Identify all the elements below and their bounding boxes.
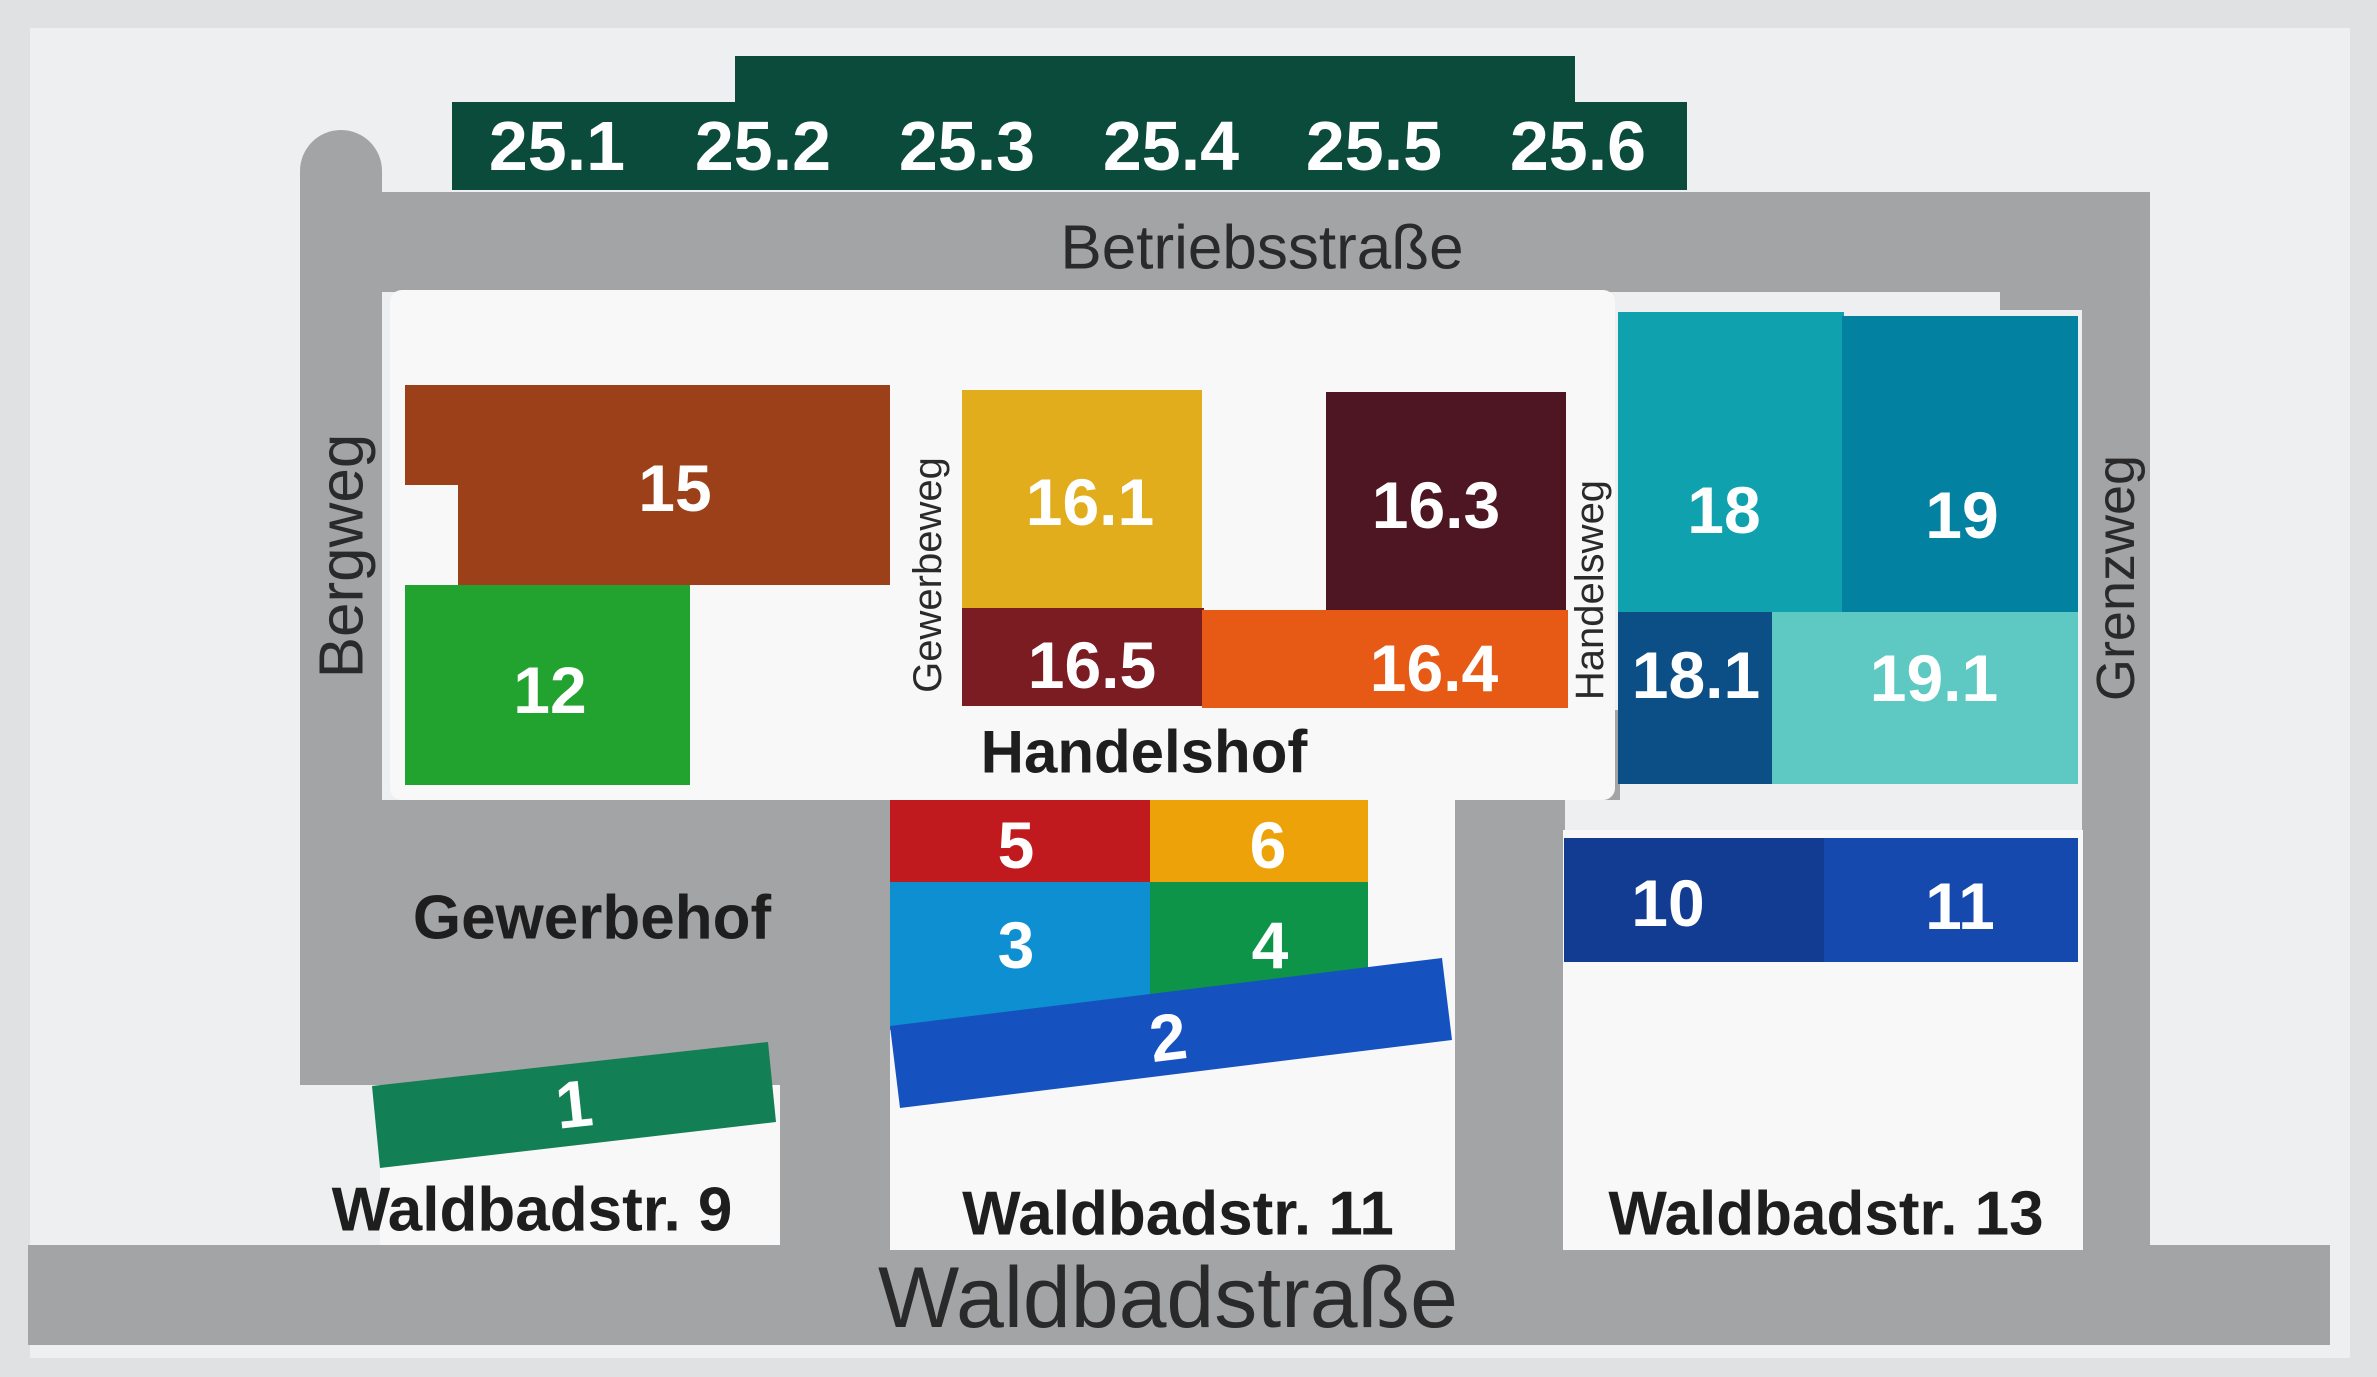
unit-6[interactable] bbox=[1150, 800, 1368, 882]
unit-18-label: 18 bbox=[1687, 473, 1760, 547]
unit-11-label: 11 bbox=[1925, 869, 1995, 943]
unit-19[interactable] bbox=[1842, 316, 2078, 612]
top-unit-labels: 25.1 25.2 25.3 25.4 25.5 25.6 bbox=[489, 107, 1646, 185]
area-label-waldbadstr-11: Waldbadstr. 11 bbox=[962, 1180, 1394, 1249]
unit-12[interactable] bbox=[405, 585, 690, 785]
betriebsstrasse-road bbox=[300, 192, 2150, 292]
unit-11[interactable] bbox=[1824, 838, 2078, 962]
top-bar bbox=[452, 56, 1687, 190]
unit-16-3-label: 16.3 bbox=[1372, 468, 1500, 542]
unit-19-label: 19 bbox=[1925, 478, 1998, 552]
unit-18[interactable] bbox=[1618, 312, 1844, 612]
unit-16-1-label: 16.1 bbox=[1026, 465, 1154, 539]
unit-10[interactable] bbox=[1564, 838, 1826, 962]
unit-6-label: 6 bbox=[1250, 808, 1287, 882]
area-label-waldbadstr-13: Waldbadstr. 13 bbox=[1608, 1180, 2043, 1249]
street-label-grenzweg: Grenzweg bbox=[2086, 455, 2146, 701]
unit-1-label: 1 bbox=[552, 1065, 596, 1142]
unit-19-1[interactable] bbox=[1772, 612, 2078, 784]
top-unit-label: 25.3 bbox=[899, 107, 1035, 185]
unit-2-label: 2 bbox=[1145, 998, 1190, 1076]
unit-5[interactable] bbox=[890, 800, 1152, 882]
unit-labels: 15 12 16.1 16.3 16.5 16.4 18 19 18.1 19.1 5 6 3 42 10 1… bbox=[513, 451, 1998, 1143]
street-label-gewerbeweg: Gewerbeweg bbox=[906, 457, 950, 693]
area-label-handelshof: Handelshof bbox=[981, 719, 1309, 786]
street-label-handelsweg: Handelsweg bbox=[1568, 480, 1612, 700]
unit-5-label: 5 bbox=[998, 808, 1035, 882]
unit-15[interactable] bbox=[405, 385, 890, 585]
street-label-betriebsstrasse: Betriebsstraße bbox=[1060, 214, 1463, 283]
area-label-gewerbehof: Gewerbehof bbox=[413, 884, 772, 953]
waldbadstrasse-road bbox=[28, 1245, 2330, 1345]
units bbox=[372, 312, 2078, 1168]
area-label-waldbadstr-9: Waldbadstr. 9 bbox=[332, 1176, 733, 1245]
top-unit-label: 25.2 bbox=[695, 107, 831, 185]
top-unit-label: 25.6 bbox=[1510, 107, 1646, 185]
street-label-waldbadstrasse: Waldbadstraße bbox=[878, 1250, 1458, 1346]
unit-4-label: 4 bbox=[1252, 908, 1289, 982]
unit-3-label: 3 bbox=[998, 908, 1035, 982]
unit-16-1[interactable] bbox=[962, 390, 1202, 610]
top-unit-label: 25.5 bbox=[1306, 107, 1442, 185]
unit-12-label: 12 bbox=[513, 653, 586, 727]
unit-18-1[interactable] bbox=[1618, 612, 1774, 784]
unit-16-5-label: 16.5 bbox=[1028, 628, 1156, 702]
unit-16-5[interactable] bbox=[962, 608, 1204, 706]
unit-18-1-label: 18.1 bbox=[1632, 638, 1760, 712]
unit-15-label: 15 bbox=[638, 451, 711, 525]
unit-10-label: 10 bbox=[1631, 866, 1704, 940]
center-road-left bbox=[780, 790, 890, 1260]
top-unit-label: 25.1 bbox=[489, 107, 625, 185]
unit-16-4[interactable] bbox=[1202, 610, 1568, 708]
street-label-bergweg: Bergweg bbox=[308, 434, 377, 679]
unit-19-1-label: 19.1 bbox=[1870, 641, 1998, 715]
unit-16-3[interactable] bbox=[1326, 392, 1566, 610]
top-bar-lower bbox=[452, 102, 1687, 190]
top-unit-label: 25.4 bbox=[1103, 107, 1239, 185]
unit-16-4-label: 16.4 bbox=[1370, 631, 1499, 705]
road-corner-top-right bbox=[2000, 205, 2150, 1260]
unit-1[interactable] bbox=[372, 1042, 776, 1168]
unit-2[interactable] bbox=[890, 958, 1452, 1108]
